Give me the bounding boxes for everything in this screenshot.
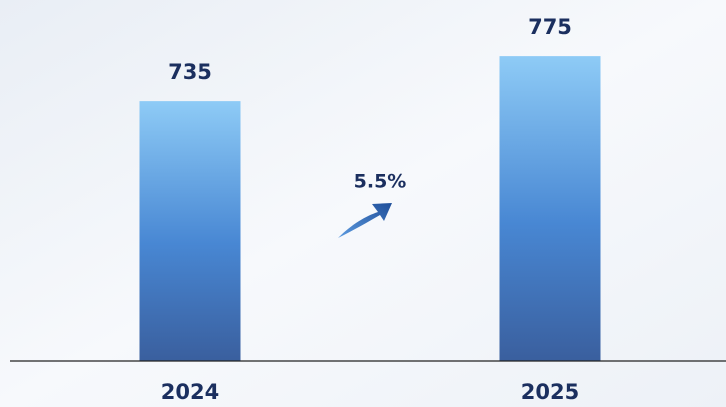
x-tick-label: 2025 xyxy=(521,380,579,404)
bar xyxy=(499,56,601,361)
x-tick-label: 2024 xyxy=(161,380,219,404)
value-label: 735 xyxy=(168,60,212,84)
annotation: 5.5% xyxy=(354,171,407,193)
value-label: 775 xyxy=(528,15,572,39)
bar xyxy=(139,101,241,361)
growth-arrow xyxy=(338,203,392,238)
